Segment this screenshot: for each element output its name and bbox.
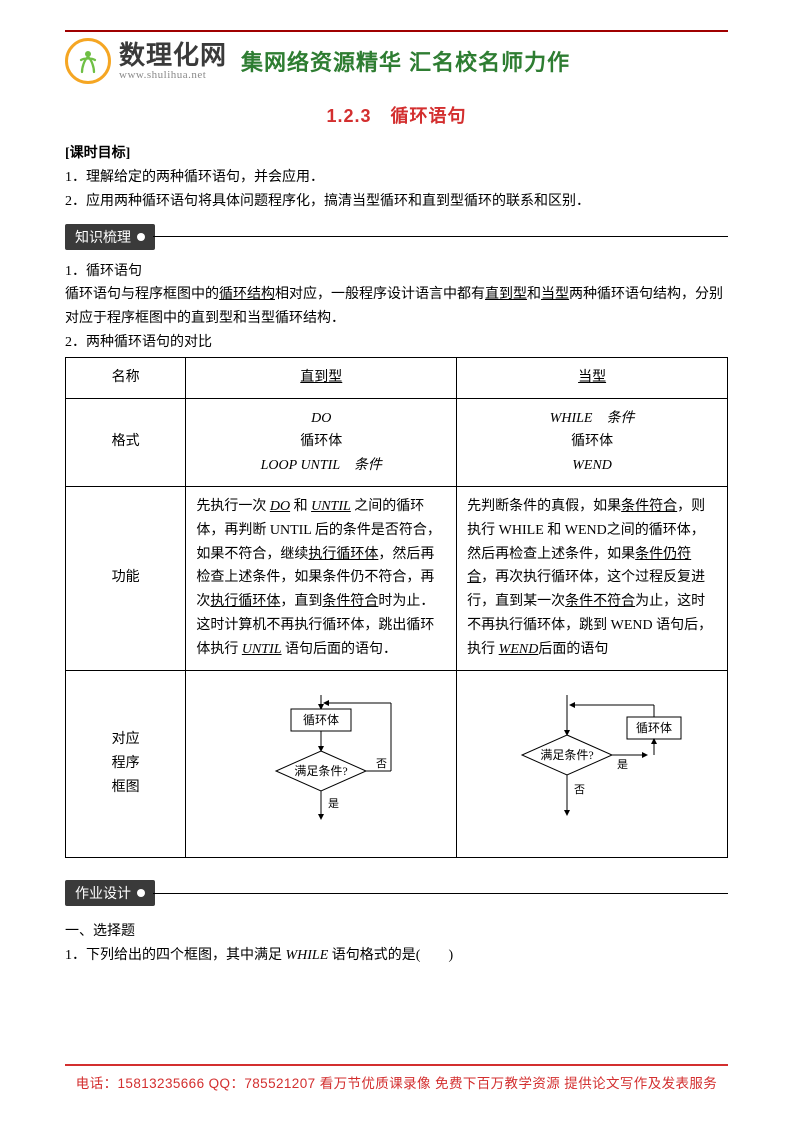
comparison-table: 名称 直到型 当型 格式 DO 循环体 LOOP UNTIL 条件 WHILE …: [65, 357, 728, 859]
t: 电话：: [76, 1076, 118, 1091]
u: UNTIL: [242, 642, 282, 657]
svg-text:是: 是: [328, 797, 339, 810]
u: 条件不符合: [565, 594, 635, 609]
pill-dot-icon: [137, 233, 145, 241]
lbl: 对应: [76, 728, 175, 752]
code-line: LOOP UNTIL 条件: [196, 454, 446, 478]
t: 后面的语句: [538, 642, 608, 657]
intro-t: 和: [527, 287, 541, 302]
intro-h2: 2．两种循环语句的对比: [65, 331, 728, 355]
intro: 1．循环语句 循环语句与程序框图中的循环结构相对应，一般程序设计语言中都有直到型…: [65, 260, 728, 355]
footer-phone: 15813235666: [118, 1076, 205, 1091]
t: QQ：: [205, 1076, 245, 1091]
objectives: [课时目标] 1．理解给定的两种循环语句，并会应用． 2．应用两种循环语句将具体…: [65, 142, 728, 214]
u: UNTIL: [311, 499, 351, 514]
u: DO: [270, 499, 290, 514]
footer: 电话：15813235666 QQ：785521207 看万节优质课录像 免费下…: [65, 1064, 728, 1092]
row-label-function: 功能: [66, 486, 186, 670]
u: 执行循环体: [308, 547, 378, 562]
svg-text:循环体: 循环体: [636, 721, 672, 735]
intro-t: 循环语句与程序框图中的: [65, 287, 219, 302]
homework: 一、选择题 1．下列给出的四个框图，其中满足 WHILE 语句格式的是( ): [65, 920, 728, 968]
th-name: 名称: [66, 357, 186, 398]
lbl: 框图: [76, 776, 175, 800]
table-row-function: 功能 先执行一次 DO 和 UNTIL 之间的循环体，再判断 UNTIL 后的条…: [66, 486, 728, 670]
row-label-diagram: 对应 程序 框图: [66, 670, 186, 858]
intro-h1: 1．循环语句: [65, 260, 728, 284]
hw-section: 一、选择题: [65, 920, 728, 944]
row-label-format: 格式: [66, 398, 186, 486]
intro-u: 直到型: [485, 287, 527, 302]
top-rule: [65, 30, 728, 32]
t: 先执行一次: [196, 499, 270, 514]
svg-text:满足条件?: 满足条件?: [295, 764, 348, 778]
footer-text: 电话：15813235666 QQ：785521207 看万节优质课录像 免费下…: [65, 1072, 728, 1092]
flowchart-until: 循环体 满足条件? 否 是: [236, 695, 406, 825]
u: 条件符合: [621, 499, 677, 514]
knowledge-heading: 知识梳理: [65, 224, 728, 250]
code-line: WEND: [467, 454, 717, 478]
table-row-diagram: 对应 程序 框图 循环体 满足条件?: [66, 670, 728, 858]
objective-2: 2．应用两种循环语句将具体问题程序化，搞清当型循环和直到型循环的联系和区别．: [65, 190, 728, 214]
cell-format-while: WHILE 条件 循环体 WEND: [457, 398, 728, 486]
u: WEND: [499, 642, 539, 657]
header-slogan: 集网络资源精华 汇名校名师力作: [241, 45, 570, 77]
pill-dot-icon: [137, 889, 145, 897]
intro-p1: 循环语句与程序框图中的循环结构相对应，一般程序设计语言中都有直到型和当型两种循环…: [65, 283, 728, 331]
table-row-format: 格式 DO 循环体 LOOP UNTIL 条件 WHILE 条件 循环体 WEN…: [66, 398, 728, 486]
t: 先判断条件的真假，如果: [467, 499, 621, 514]
t: 看万节优质课录像 免费下百万教学资源 提供论文写作及发表服务: [316, 1076, 718, 1091]
t: WHILE: [286, 948, 329, 963]
code-line: WHILE 条件: [467, 407, 717, 431]
svg-text:否: 否: [574, 784, 585, 796]
intro-u: 当型: [541, 287, 569, 302]
table-header-row: 名称 直到型 当型: [66, 357, 728, 398]
intro-u: 循环结构: [219, 287, 275, 302]
header: 数理化网 www.shulihua.net 集网络资源精华 汇名校名师力作: [65, 38, 728, 84]
code-line: 循环体: [467, 430, 717, 454]
logo-text-cn: 数理化网: [119, 42, 227, 68]
svg-text:是: 是: [617, 758, 628, 771]
homework-heading: 作业设计: [65, 880, 728, 906]
hw-q1: 1．下列给出的四个框图，其中满足 WHILE 语句格式的是( ): [65, 944, 728, 968]
svg-text:满足条件?: 满足条件?: [540, 748, 593, 762]
pill-label: 作业设计: [75, 883, 131, 903]
logo: 数理化网 www.shulihua.net: [65, 38, 227, 84]
footer-rule: [65, 1064, 728, 1066]
pill-rule: [153, 236, 728, 237]
pill-rule: [153, 893, 728, 894]
cell-func-while: 先判断条件的真假，如果条件符合，则执行 WHILE 和 WEND之间的循环体，然…: [457, 486, 728, 670]
cell-diagram-while: 满足条件? 是 循环体 否: [457, 670, 728, 858]
code-line: DO: [196, 407, 446, 431]
u: 条件符合: [322, 594, 378, 609]
svg-text:循环体: 循环体: [303, 713, 339, 727]
logo-icon: [65, 38, 111, 84]
page-title: 1.2.3 循环语句: [65, 102, 728, 128]
svg-text:否: 否: [376, 758, 387, 770]
pill-label: 知识梳理: [75, 227, 131, 247]
logo-text-url: www.shulihua.net: [119, 70, 227, 81]
t: ，直到: [280, 594, 322, 609]
t: 1．下列给出的四个框图，其中满足: [65, 948, 286, 963]
t: 和: [290, 499, 311, 514]
t: 语句后面的语句．: [282, 642, 398, 657]
cell-func-until: 先执行一次 DO 和 UNTIL 之间的循环体，再判断 UNTIL 后的条件是否…: [186, 486, 457, 670]
cell-format-until: DO 循环体 LOOP UNTIL 条件: [186, 398, 457, 486]
lbl: 程序: [76, 752, 175, 776]
cell-diagram-until: 循环体 满足条件? 否 是: [186, 670, 457, 858]
t: 语句格式的是( ): [328, 948, 453, 963]
intro-t: 相对应，一般程序设计语言中都有: [275, 287, 485, 302]
objectives-heading: [课时目标]: [65, 142, 728, 162]
th-until: 直到型: [186, 357, 457, 398]
footer-qq: 785521207: [244, 1076, 315, 1091]
code-line: 循环体: [196, 430, 446, 454]
flowchart-while: 满足条件? 是 循环体 否: [497, 695, 687, 825]
th-while: 当型: [457, 357, 728, 398]
u: 执行循环体: [210, 594, 280, 609]
objective-1: 1．理解给定的两种循环语句，并会应用．: [65, 166, 728, 190]
